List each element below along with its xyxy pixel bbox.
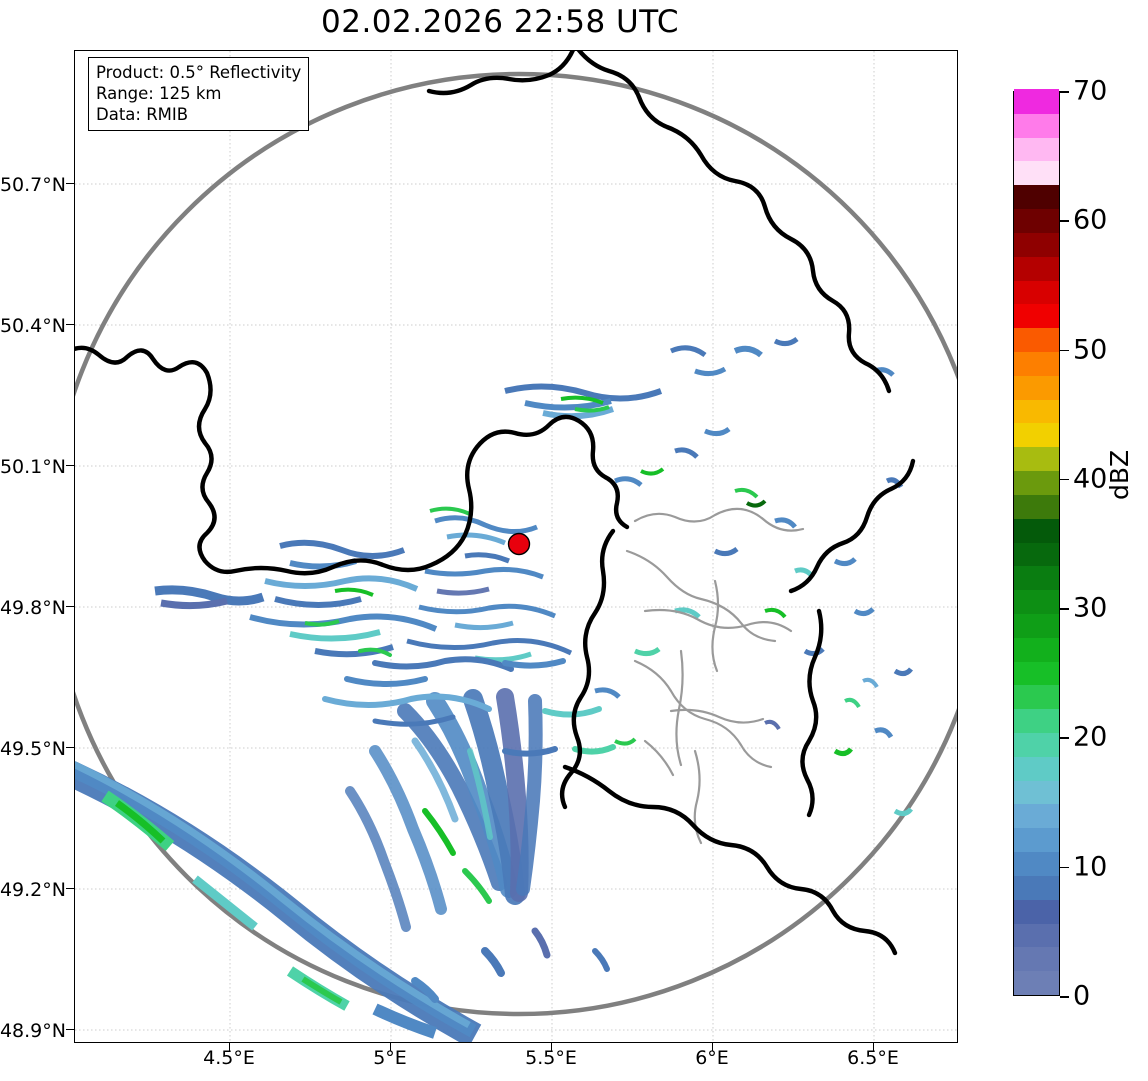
radar-site-marker (507, 532, 531, 556)
colorbar-tick-30 (1060, 608, 1069, 610)
colorbar-tick-label-0: 0 (1073, 980, 1091, 1012)
colorbar-band-15 (1014, 613, 1059, 638)
echo-group-south (322, 647, 616, 1003)
colorbar-band-12 (1014, 684, 1059, 710)
colorbar-band-14 (1014, 637, 1059, 662)
colorbar-tick-20 (1060, 737, 1069, 739)
colorbar-band-5 (1014, 851, 1059, 876)
x-tick-label-3: 6°E (695, 1047, 729, 1069)
colorbar-band-21 (1014, 470, 1059, 495)
info-product: Product: 0.5° Reflectivity (96, 63, 302, 82)
colorbar-band-31 (1014, 232, 1059, 257)
range-ring-125km (75, 71, 957, 1017)
colorbar-tick-label-40: 40 (1073, 463, 1108, 495)
y-tick-label-0: 50.7°N (0, 174, 66, 196)
radar-plot-clip (75, 51, 957, 1042)
y-tick-mark-0 (66, 183, 74, 185)
colorbar-tick-60 (1060, 220, 1069, 222)
colorbar-band-4 (1014, 875, 1059, 900)
echo-group-nw (154, 539, 438, 658)
x-tick-label-2: 5.5°E (525, 1047, 577, 1069)
colorbar-tick-10 (1060, 866, 1069, 869)
colorbar-band-10 (1014, 732, 1059, 757)
colorbar-band-13 (1014, 661, 1059, 686)
colorbar-band-27 (1014, 327, 1059, 352)
echo-group-center (406, 506, 573, 663)
y-tick-mark-6 (66, 1029, 74, 1031)
colorbar-band-6 (1014, 827, 1059, 853)
colorbar-band-2 (1014, 922, 1059, 948)
y-tick-mark-5 (66, 888, 74, 890)
colorbar-band-24 (1014, 399, 1059, 424)
echo-group-sw-ring (75, 761, 482, 1042)
subregion-borders (625, 507, 805, 845)
y-tick-label-1: 50.4°N (0, 315, 66, 337)
radar-plot-area[interactable] (74, 50, 958, 1043)
x-tick-label-0: 4.5°E (203, 1047, 255, 1069)
y-tick-label-4: 49.5°N (0, 738, 66, 760)
colorbar-band-36 (1014, 113, 1059, 138)
colorbar-band-35 (1014, 137, 1059, 162)
colorbar-tick-label-20: 20 (1073, 721, 1108, 753)
colorbar-band-16 (1014, 589, 1059, 614)
colorbar-band-37 (1014, 89, 1059, 114)
colorbar-band-9 (1014, 756, 1059, 781)
colorbar-band-17 (1014, 565, 1059, 591)
colorbar-tick-0 (1060, 996, 1069, 998)
echo-group-north (504, 336, 895, 420)
page-title: 02.02.2026 22:58 UTC (321, 4, 679, 40)
x-tick-mark-0 (229, 1043, 231, 1051)
colorbar-band-34 (1014, 160, 1059, 186)
colorbar-band-8 (1014, 780, 1059, 805)
colorbar-tick-label-10: 10 (1073, 851, 1108, 883)
x-tick-label-4: 6.5°E (847, 1047, 899, 1069)
y-tick-mark-2 (66, 465, 74, 467)
colorbar-tick-70 (1060, 91, 1069, 93)
echo-group-east (594, 426, 913, 817)
x-tick-label-1: 5°E (373, 1047, 407, 1069)
colorbar-band-7 (1014, 803, 1059, 829)
x-tick-mark-3 (712, 1043, 714, 1051)
colorbar-band-23 (1014, 422, 1059, 448)
colorbar-tick-50 (1060, 349, 1069, 352)
x-tick-mark-1 (390, 1043, 392, 1051)
y-tick-label-2: 50.1°N (0, 456, 66, 478)
info-data: Data: RMIB (96, 105, 189, 124)
colorbar-band-18 (1014, 541, 1059, 567)
colorbar-band-28 (1014, 303, 1059, 329)
colorbar-band-29 (1014, 279, 1059, 305)
colorbar-band-11 (1014, 708, 1059, 734)
colorbar-band-26 (1014, 351, 1059, 376)
colorbar-band-0 (1014, 970, 1059, 995)
y-tick-label-3: 49.8°N (0, 597, 66, 619)
colorbar-tick-40 (1060, 478, 1069, 481)
y-tick-mark-3 (66, 606, 74, 608)
info-range: Range: 125 km (96, 84, 222, 103)
y-tick-mark-1 (66, 324, 74, 326)
colorbar-label: dBZ (1105, 449, 1134, 500)
y-tick-label-5: 49.2°N (0, 879, 66, 901)
y-tick-mark-4 (66, 747, 74, 749)
colorbar-tick-label-70: 70 (1073, 75, 1108, 107)
colorbar-band-19 (1014, 518, 1059, 543)
colorbar[interactable] (1013, 89, 1060, 996)
y-tick-label-6: 48.9°N (0, 1020, 66, 1042)
colorbar-band-22 (1014, 446, 1059, 472)
colorbar-band-30 (1014, 256, 1059, 281)
colorbar-band-3 (1014, 899, 1059, 924)
radar-map-svg (75, 51, 957, 1042)
x-tick-mark-2 (551, 1043, 553, 1051)
colorbar-tick-label-30: 30 (1073, 592, 1108, 624)
reflectivity-echoes (75, 336, 913, 1042)
colorbar-band-32 (1014, 208, 1059, 233)
x-tick-mark-4 (873, 1043, 875, 1051)
colorbar-band-25 (1014, 375, 1059, 400)
product-info-box: Product: 0.5° Reflectivity Range: 125 km… (88, 57, 310, 131)
colorbar-tick-label-60: 60 (1073, 204, 1108, 236)
colorbar-band-33 (1014, 184, 1059, 210)
colorbar-band-20 (1014, 494, 1059, 519)
national-borders (75, 51, 916, 956)
colorbar-tick-label-50: 50 (1073, 334, 1108, 366)
colorbar-band-1 (1014, 946, 1059, 972)
